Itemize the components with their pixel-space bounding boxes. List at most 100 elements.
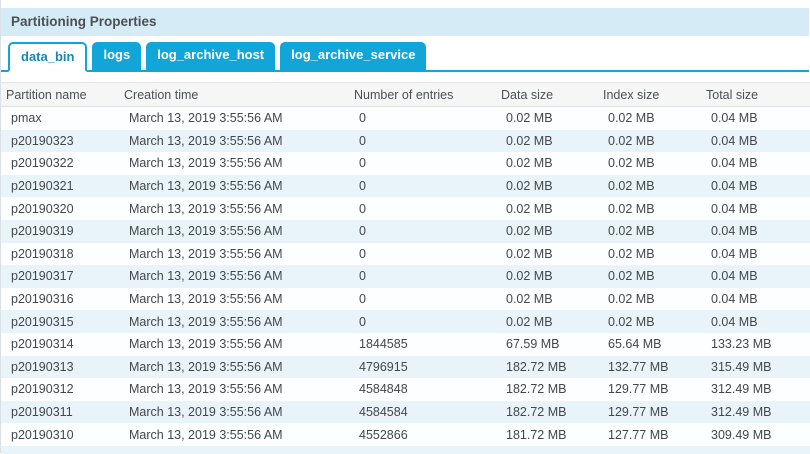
cell-number-of-entries: 4796915 — [359, 359, 408, 374]
cell-index-size: 0.02 MB — [608, 246, 655, 261]
partial-next-row — [1, 445, 810, 454]
cell-total-size: 0.04 MB — [711, 201, 758, 216]
cell-number-of-entries: 1844585 — [359, 337, 408, 352]
table-row: p20190318 March 13, 2019 3:55:56 AM 0 0.02 … — [1, 242, 810, 266]
cell-creation-time: March 13, 2019 3:55:56 AM — [129, 359, 283, 374]
partitions-table-wrap: Partition name Creation time Number of e… — [1, 82, 810, 454]
cell-total-size: 0.04 MB — [711, 246, 758, 261]
cell-data-size: 0.02 MB — [506, 201, 553, 216]
table-row: p20190311 March 13, 2019 3:55:56 AM 458458… — [1, 400, 810, 424]
cell-creation-time: March 13, 2019 3:55:56 AM — [129, 133, 283, 148]
cell-partition-name: p20190321 — [11, 179, 74, 194]
cell-number-of-entries: 0 — [359, 179, 366, 194]
cell-data-size: 0.02 MB — [506, 179, 553, 194]
cell-data-size: 182.72 MB — [506, 405, 567, 420]
table-row: p20190315 March 13, 2019 3:55:56 AM 0 0.02 … — [1, 310, 810, 333]
cell-total-size: 0.04 MB — [711, 224, 758, 239]
cell-creation-time: March 13, 2019 3:55:56 AM — [129, 246, 283, 261]
cell-data-size: 0.02 MB — [506, 292, 553, 307]
cell-partition-name: pmax — [11, 111, 42, 126]
cell-index-size: 127.77 MB — [608, 427, 669, 442]
cell-number-of-entries: 0 — [359, 269, 366, 284]
cell-total-size: 133.23 MB — [711, 337, 772, 352]
cell-number-of-entries: 0 — [359, 111, 366, 126]
cell-number-of-entries: 0 — [359, 201, 366, 216]
cell-data-size: 0.02 MB — [506, 111, 553, 126]
cell-creation-time: March 13, 2019 3:55:56 AM — [129, 337, 283, 352]
cell-total-size: 0.04 MB — [711, 133, 758, 148]
column-header-total-size: Total size — [701, 82, 810, 107]
cell-partition-name: p20190322 — [11, 156, 74, 171]
cell-creation-time: March 13, 2019 3:55:56 AM — [129, 179, 283, 194]
cell-partition-name: p20190311 — [11, 405, 73, 420]
cell-index-size: 0.02 MB — [608, 111, 655, 126]
cell-partition-name: p20190318 — [11, 246, 74, 261]
tab-log_archive_service[interactable]: log_archive_service — [280, 42, 427, 70]
cell-partition-name: p20190315 — [11, 314, 74, 329]
cell-data-size: 0.02 MB — [506, 246, 553, 261]
table-row: p20190310 March 13, 2019 3:55:56 AM 455286… — [1, 423, 810, 446]
cell-index-size: 0.02 MB — [608, 133, 655, 148]
table-row: p20190314 March 13, 2019 3:55:56 AM 184458… — [1, 332, 810, 356]
cell-partition-name: p20190310 — [11, 427, 74, 442]
table-row: pmax March 13, 2019 3:55:56 AM 0 0.02 MB 0.0… — [1, 106, 810, 130]
cell-partition-name: p20190319 — [11, 224, 74, 239]
cell-data-size: 0.02 MB — [506, 314, 553, 329]
table-row: p20190322 March 13, 2019 3:55:56 AM 0 0.02 … — [1, 152, 810, 175]
cell-number-of-entries: 0 — [359, 224, 366, 239]
panel-title-bar: Partitioning Properties — [1, 8, 809, 36]
cell-partition-name: p20190317 — [11, 269, 74, 284]
cell-data-size: 181.72 MB — [506, 427, 567, 442]
table-row: p20190320 March 13, 2019 3:55:56 AM 0 0.02 … — [1, 197, 810, 220]
cell-partition-name: p20190312 — [11, 382, 74, 397]
cell-data-size: 0.02 MB — [506, 224, 553, 239]
cell-number-of-entries: 0 — [359, 133, 366, 148]
cell-data-size: 182.72 MB — [506, 359, 567, 374]
cell-number-of-entries: 0 — [359, 246, 366, 261]
tab-logs[interactable]: logs — [92, 42, 142, 70]
cell-total-size: 312.49 MB — [711, 382, 772, 397]
cell-index-size: 0.02 MB — [608, 314, 655, 329]
cell-number-of-entries: 0 — [359, 314, 366, 329]
cell-data-size: 0.02 MB — [506, 133, 553, 148]
cell-creation-time: March 13, 2019 3:55:56 AM — [129, 224, 283, 239]
cell-index-size: 0.02 MB — [608, 201, 655, 216]
cell-partition-name: p20190323 — [11, 133, 74, 148]
column-header-number-of-entries: Number of entries — [349, 82, 496, 107]
tab-log_archive_host[interactable]: log_archive_host — [146, 42, 276, 70]
cell-partition-name: p20190314 — [11, 337, 74, 352]
cell-number-of-entries: 0 — [359, 156, 366, 171]
table-header-row: Partition name Creation time Number of e… — [1, 82, 810, 107]
cell-number-of-entries: 4584584 — [359, 405, 408, 420]
tab-data_bin[interactable]: data_bin — [8, 42, 88, 72]
table-row: p20190312 March 13, 2019 3:55:56 AM 458484… — [1, 378, 810, 401]
column-header-data-size: Data size — [496, 82, 598, 107]
cell-creation-time: March 13, 2019 3:55:56 AM — [129, 314, 283, 329]
cell-total-size: 312.49 MB — [711, 405, 772, 420]
cell-index-size: 132.77 MB — [608, 359, 669, 374]
cell-total-size: 0.04 MB — [711, 314, 758, 329]
panel-title: Partitioning Properties — [11, 14, 157, 29]
cell-data-size: 0.02 MB — [506, 269, 553, 284]
partitions-table: Partition name Creation time Number of e… — [1, 82, 810, 446]
cell-index-size: 129.77 MB — [608, 405, 669, 420]
cell-total-size: 0.04 MB — [711, 292, 758, 307]
cell-index-size: 0.02 MB — [608, 224, 655, 239]
column-header-index-size: Index size — [598, 82, 701, 107]
cell-total-size: 0.04 MB — [711, 111, 758, 126]
cell-creation-time: March 13, 2019 3:55:56 AM — [129, 405, 283, 420]
cell-partition-name: p20190313 — [11, 359, 74, 374]
cell-creation-time: March 13, 2019 3:55:56 AM — [129, 269, 283, 284]
cell-total-size: 315.49 MB — [711, 359, 772, 374]
table-row: p20190316 March 13, 2019 3:55:56 AM 0 0.02 … — [1, 287, 810, 311]
cell-index-size: 0.02 MB — [608, 179, 655, 194]
cell-creation-time: March 13, 2019 3:55:56 AM — [129, 156, 283, 171]
cell-creation-time: March 13, 2019 3:55:56 AM — [129, 111, 283, 126]
cell-total-size: 0.04 MB — [711, 156, 758, 171]
cell-data-size: 182.72 MB — [506, 382, 567, 397]
cell-total-size: 0.04 MB — [711, 179, 758, 194]
cell-creation-time: March 13, 2019 3:55:56 AM — [129, 427, 283, 442]
cell-index-size: 0.02 MB — [608, 156, 655, 171]
table-row: p20190321 March 13, 2019 3:55:56 AM 0 0.02 … — [1, 174, 810, 198]
